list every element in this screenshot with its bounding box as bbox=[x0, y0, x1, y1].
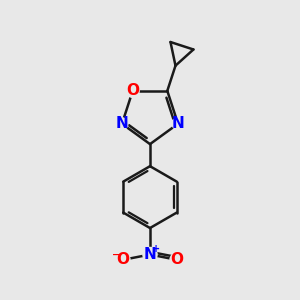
Circle shape bbox=[116, 118, 128, 130]
Text: O: O bbox=[116, 252, 129, 267]
Text: N: N bbox=[116, 116, 128, 131]
Circle shape bbox=[116, 253, 130, 267]
Circle shape bbox=[172, 118, 184, 130]
Circle shape bbox=[170, 253, 184, 267]
Circle shape bbox=[126, 84, 139, 97]
Text: N: N bbox=[144, 247, 156, 262]
Text: +: + bbox=[152, 244, 160, 254]
Text: −: − bbox=[112, 250, 121, 260]
Circle shape bbox=[143, 248, 157, 262]
Text: N: N bbox=[172, 116, 184, 131]
Text: O: O bbox=[171, 252, 184, 267]
Text: O: O bbox=[126, 83, 139, 98]
